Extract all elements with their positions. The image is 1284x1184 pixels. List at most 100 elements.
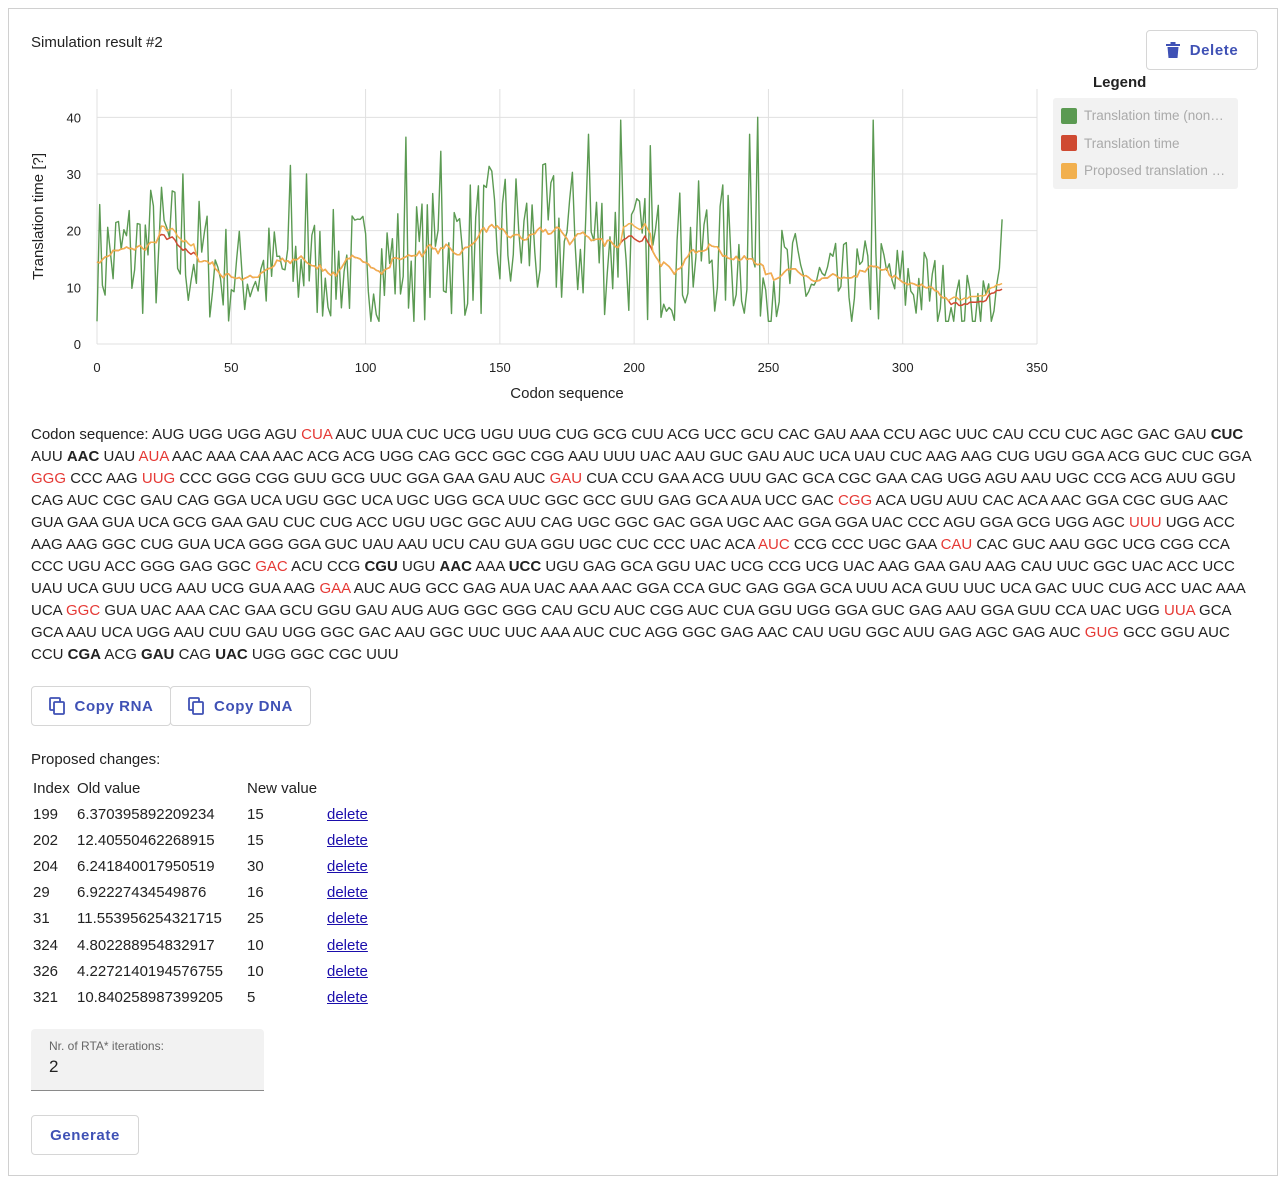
legend-item[interactable]: Proposed translation … [1061, 157, 1238, 185]
translation-time-chart: 0 50 100 150 200 250 300 350 0 10 20 30 40 Codon sequ… [30, 89, 1048, 402]
codon: AAU [1020, 470, 1052, 487]
codon: CUG [1108, 580, 1142, 597]
codon: GGC [322, 492, 357, 509]
codon: UAC [639, 448, 672, 465]
codon: AAA [849, 426, 879, 443]
codon: AUG [427, 602, 460, 619]
codon: GGU [656, 558, 691, 575]
codon: CAG [540, 514, 573, 531]
codon: UGG [251, 646, 287, 663]
codon: AGC [1100, 426, 1134, 443]
codon: CCG [767, 558, 802, 575]
y-tick-label: 30 [67, 167, 81, 182]
delete-result-button[interactable]: Delete [1146, 30, 1258, 70]
legend-items: Translation time (non… Translation time Pr… [1053, 98, 1238, 189]
codon: UGU [828, 624, 862, 641]
codon: UCA [213, 536, 245, 553]
codon: GAU [141, 646, 175, 663]
copy-dna-label: Copy DNA [214, 697, 293, 715]
codon: UCA [137, 514, 169, 531]
codon: GAC [652, 514, 686, 531]
codon: GUU [1017, 602, 1051, 619]
codon: AAA [568, 580, 598, 597]
codon: GCA [1199, 602, 1231, 619]
codon: CAG [178, 646, 212, 663]
codon: GAA [905, 536, 937, 553]
delete-change-link[interactable]: delete [327, 805, 368, 823]
codon: UUA [1164, 602, 1195, 619]
generate-button[interactable]: Generate [31, 1115, 139, 1155]
codon: UAC [694, 558, 727, 575]
codon: UGU [285, 492, 319, 509]
delete-change-link[interactable]: delete [327, 962, 368, 980]
codon: CAC [778, 426, 810, 443]
codon: UGG [1165, 514, 1200, 531]
codon: UGC [726, 514, 760, 531]
codon: GGU [758, 602, 793, 619]
iterations-input[interactable] [47, 1057, 251, 1077]
legend-label: Translation time [1084, 135, 1180, 151]
codon: CUA [586, 470, 618, 487]
codon: GAA [319, 580, 351, 597]
delete-change-link[interactable]: delete [327, 936, 368, 954]
codon: CCU [883, 426, 916, 443]
codon: GAA [875, 470, 907, 487]
codon: CAG [176, 492, 210, 509]
codon: UUA [371, 426, 403, 443]
codon: UUC [507, 492, 541, 509]
delete-change-link[interactable]: delete [327, 831, 368, 849]
codon: AAC [66, 448, 100, 465]
codon: GGC [865, 624, 900, 641]
codon: GGA [689, 514, 723, 531]
codon: GAU [477, 470, 511, 487]
delete-change-link[interactable]: delete [327, 988, 368, 1006]
codon: UUC [369, 470, 402, 487]
codon: CGU [364, 558, 398, 575]
codon: CGG [1159, 536, 1194, 553]
legend-item[interactable]: Translation time [1061, 130, 1238, 158]
change-new-value: 15 [247, 831, 264, 849]
codon: CUU [631, 426, 664, 443]
copy-dna-button[interactable]: Copy DNA [170, 686, 311, 726]
legend-item[interactable]: Translation time (non… [1061, 102, 1238, 130]
codon: GAA [442, 470, 474, 487]
codon: AUC [353, 580, 386, 597]
change-action: delete [325, 906, 370, 932]
codon: CCA [1198, 536, 1230, 553]
codon: UCC [703, 426, 737, 443]
codon: GCG [172, 514, 207, 531]
codon: UGC [868, 536, 902, 553]
codon: UAC [533, 580, 566, 597]
codon: AAA [206, 448, 236, 465]
codon: UCG [730, 558, 764, 575]
delete-change-link[interactable]: delete [327, 910, 368, 928]
codon: AUU [31, 448, 63, 465]
codon: GAA [66, 514, 98, 531]
codon: GCU [740, 426, 774, 443]
delete-change-link[interactable]: delete [327, 857, 368, 875]
codon: CCA [1054, 602, 1086, 619]
codon: CGC [1122, 492, 1156, 509]
codon: ACA [875, 492, 906, 509]
changes-table: Index Old value New value 199 6.370395892… [31, 775, 370, 1011]
trash-icon [1165, 42, 1180, 58]
legend-title: Legend [1093, 74, 1147, 91]
codon: CUG [555, 426, 589, 443]
codon: ACG [667, 426, 700, 443]
codon: UCA [361, 492, 392, 509]
codon: ACG [1107, 448, 1140, 465]
codon: UUU [1129, 514, 1162, 531]
codon: GAC [358, 624, 392, 641]
codon: GGU [316, 602, 352, 619]
copy-rna-button[interactable]: Copy RNA [31, 686, 171, 726]
codon: GCU [279, 602, 313, 619]
change-row: 204 6.241840017950519 30 delete [31, 853, 370, 879]
iterations-field[interactable]: Nr. of RTA* iterations: [31, 1029, 264, 1091]
codon: UAC [1089, 602, 1122, 619]
delete-change-link[interactable]: delete [327, 884, 368, 902]
codon: GAG [657, 492, 692, 509]
codon: AAU [1048, 536, 1080, 553]
codon: GAU [355, 602, 388, 619]
codon: CCC [652, 536, 686, 553]
codon: UGC [1055, 470, 1090, 487]
